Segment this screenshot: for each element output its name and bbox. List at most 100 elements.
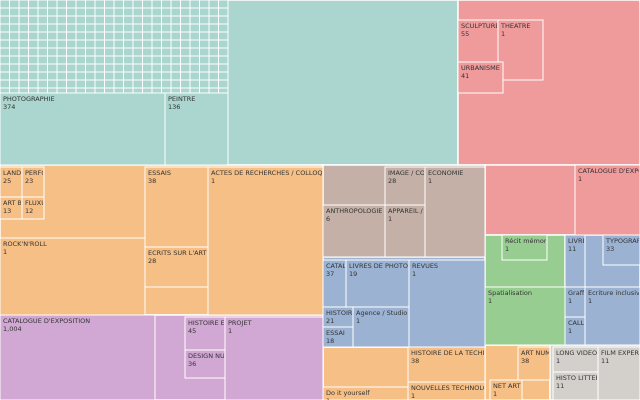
small-cell: [132, 63, 143, 73]
small-cell: [142, 63, 153, 73]
small-cell: [218, 47, 229, 57]
small-cell: [66, 7, 77, 17]
small-cell: [189, 39, 200, 49]
small-cell: [180, 31, 191, 41]
small-cell: [151, 7, 162, 17]
cell-label: ROCK'N'ROLL: [3, 240, 47, 248]
small-cell: [170, 31, 181, 41]
cell: [517, 346, 551, 381]
cell-value: 1: [412, 270, 416, 278]
small-cell: [94, 15, 105, 25]
cell: [0, 237, 146, 316]
small-cell: [37, 7, 48, 17]
small-cell: [161, 31, 172, 41]
small-cell: [94, 23, 105, 33]
small-cell: [218, 15, 229, 25]
small-cell: [0, 15, 10, 25]
cell-value: 41: [461, 72, 469, 80]
small-cell: [85, 39, 96, 49]
small-cell: [18, 0, 29, 9]
small-cell: [94, 79, 105, 89]
cell-label: ACTES DE RECHERCHES / COLLOQUES: [211, 169, 336, 177]
small-cell: [199, 15, 210, 25]
small-cell: [132, 15, 143, 25]
cell-value: 1: [3, 248, 7, 256]
small-cell: [132, 23, 143, 33]
cell-label: REVUES: [412, 262, 438, 270]
cell: [384, 204, 426, 258]
cell: [597, 346, 640, 400]
small-cell: [56, 47, 67, 57]
small-cell: [66, 39, 77, 49]
small-cell: [37, 31, 48, 41]
small-cell: [123, 15, 134, 25]
cell: [489, 379, 523, 400]
cell-label: SCULPTURE: [461, 22, 499, 30]
cell: [352, 306, 410, 348]
cell-value: 1: [411, 392, 415, 400]
small-cell: [18, 31, 29, 41]
cell: [457, 61, 504, 94]
cell-label: ART NUM: [521, 349, 551, 357]
small-cell: [56, 31, 67, 41]
cell-label: FILM EXPERIM: [601, 349, 640, 357]
cell-value: 37: [326, 270, 334, 278]
cell-label: Agence / Studio: [356, 309, 407, 317]
cell-value: 28: [148, 257, 156, 265]
small-cell: [94, 0, 105, 9]
small-cell: [218, 79, 229, 89]
small-cell: [170, 23, 181, 33]
cell-label: URBANISME: [461, 64, 500, 72]
small-cell: [104, 31, 115, 41]
small-cell: [56, 79, 67, 89]
small-cell: [47, 0, 58, 9]
small-cell: [189, 63, 200, 73]
small-cell: [37, 79, 48, 89]
small-cell: [142, 23, 153, 33]
small-cell: [170, 39, 181, 49]
cell-value: 19: [349, 270, 357, 278]
cell: [164, 92, 229, 166]
small-cell: [56, 71, 67, 81]
small-cell: [104, 71, 115, 81]
small-cell: [142, 0, 153, 9]
cell-label: PROJET: [228, 319, 252, 327]
small-cell: [47, 63, 58, 73]
small-cell: [123, 23, 134, 33]
small-cell: [199, 55, 210, 65]
small-cell: [75, 7, 86, 17]
cell: [408, 259, 486, 348]
small-cell: [161, 63, 172, 73]
cell-value: 6: [326, 215, 330, 223]
small-cell: [170, 79, 181, 89]
small-cell: [66, 63, 77, 73]
small-cell: [189, 23, 200, 33]
cell-labels: TYPOGRAPHIE33: [605, 237, 639, 253]
small-cell: [75, 79, 86, 89]
small-cell: [180, 63, 191, 73]
cell-label: Spatialisation: [488, 289, 532, 297]
small-cell: [37, 15, 48, 25]
cell-label: ANTHROPOLOGIE: [326, 207, 382, 215]
small-cell: [75, 0, 86, 9]
small-cell: [9, 7, 20, 17]
small-cell: [208, 0, 219, 9]
small-cell: [151, 55, 162, 65]
cell-label: IMAGE / COMP: [388, 169, 435, 177]
small-cell: [189, 31, 200, 41]
small-cell: [85, 55, 96, 65]
small-cell: [66, 47, 77, 57]
small-cell: [208, 79, 219, 89]
small-cell: [170, 63, 181, 73]
cell: [552, 371, 599, 400]
